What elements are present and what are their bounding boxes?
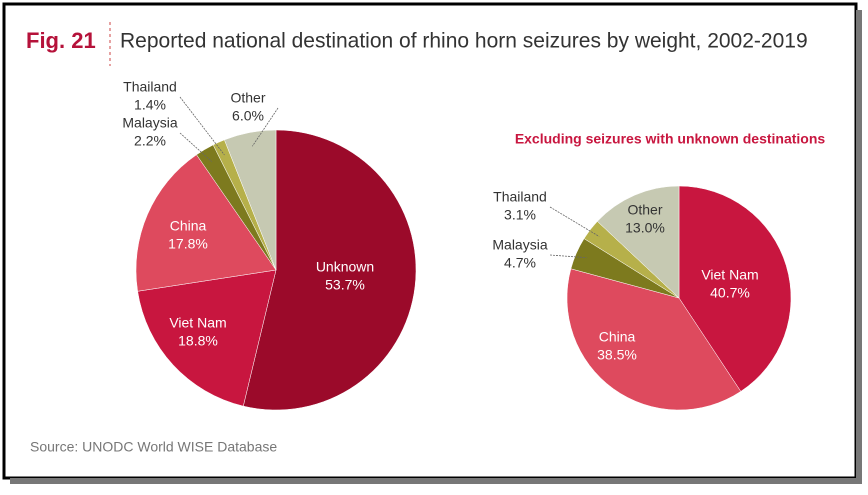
shadow bbox=[856, 10, 862, 484]
pie-slice bbox=[597, 185, 680, 299]
slice-label: China bbox=[170, 218, 207, 234]
leader-line bbox=[549, 254, 587, 259]
slice-value: 2.2% bbox=[134, 133, 166, 149]
chart-title: Reported national destination of rhino h… bbox=[120, 30, 808, 53]
pie-slice bbox=[242, 129, 417, 411]
slice-label: Other bbox=[230, 90, 265, 106]
slice-value: 4.7% bbox=[504, 255, 536, 271]
pie-slice bbox=[135, 154, 277, 292]
slice-label: Malaysia bbox=[492, 237, 547, 253]
slice-value: 40.7% bbox=[710, 285, 750, 301]
slice-label: Malaysia bbox=[122, 115, 177, 131]
slice-value: 53.7% bbox=[325, 277, 365, 293]
slice-value: 3.1% bbox=[504, 207, 536, 223]
pie-slice bbox=[137, 269, 277, 407]
slice-label: Other bbox=[627, 202, 662, 218]
slice-label: Viet Nam bbox=[701, 267, 758, 283]
slice-value: 6.0% bbox=[232, 108, 264, 124]
slice-label: Thailand bbox=[123, 79, 177, 95]
slice-value: 13.0% bbox=[625, 220, 665, 236]
slice-value: 17.8% bbox=[168, 236, 208, 252]
slice-value: 18.8% bbox=[178, 333, 218, 349]
chart-subtitle: Excluding seizures with unknown destinat… bbox=[515, 131, 826, 147]
leader-line bbox=[179, 132, 213, 162]
slice-label: Unknown bbox=[316, 259, 374, 275]
pie-slice bbox=[224, 129, 277, 271]
slice-label: Thailand bbox=[493, 189, 547, 205]
slice-label: China bbox=[599, 329, 636, 345]
leader-line bbox=[179, 96, 225, 156]
leader-line bbox=[549, 206, 600, 237]
leader-line bbox=[252, 107, 279, 147]
pie-slice bbox=[566, 268, 742, 411]
figure-label: Fig. 21 bbox=[26, 28, 96, 53]
source: Source: UNODC World WISE Database bbox=[30, 439, 277, 455]
shadow bbox=[10, 478, 862, 484]
slice-value: 1.4% bbox=[134, 97, 166, 113]
slice-value: 38.5% bbox=[597, 347, 637, 363]
slice-label: Viet Nam bbox=[169, 315, 226, 331]
